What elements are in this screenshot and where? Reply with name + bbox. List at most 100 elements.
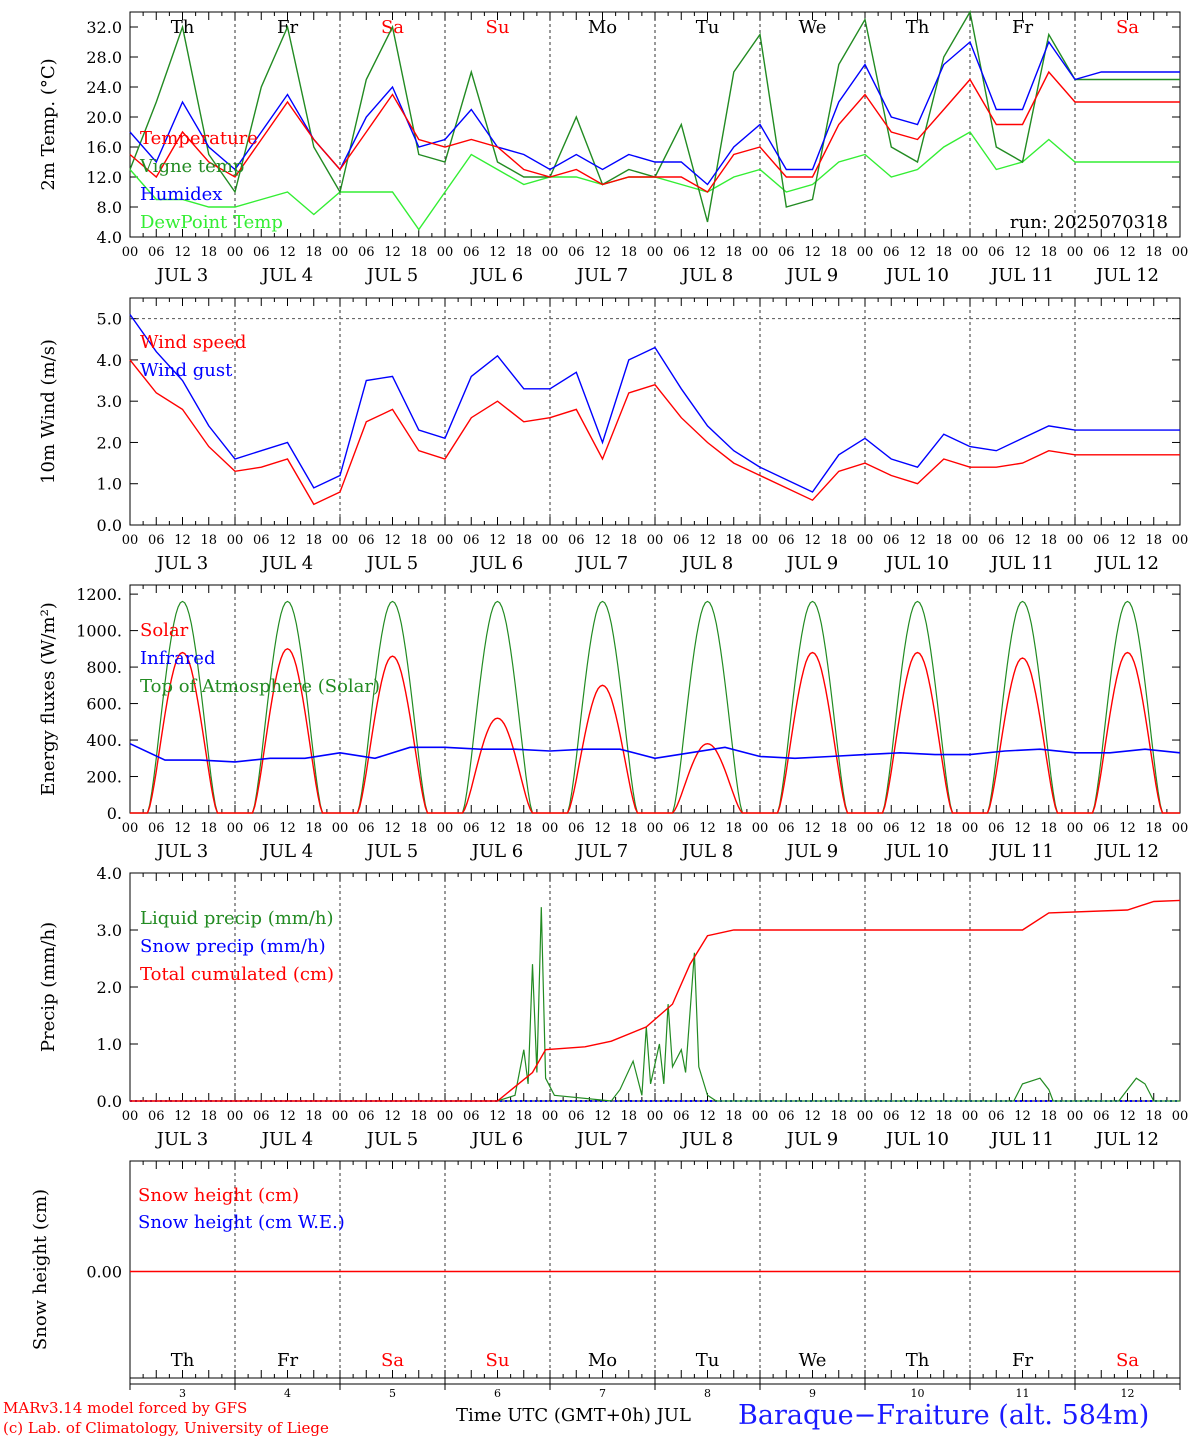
hour-tick-label: 00 — [1172, 245, 1189, 260]
day-name: Su — [486, 1350, 510, 1371]
hour-tick-label: 00 — [437, 821, 454, 836]
hour-tick-label: 00 — [857, 1109, 874, 1124]
hour-tick-label: 00 — [962, 533, 979, 548]
hour-tick-label: 06 — [988, 821, 1005, 836]
hour-tick-label: 18 — [305, 533, 322, 548]
date-label: JUL 11 — [989, 553, 1054, 574]
hour-tick-label: 18 — [1040, 821, 1057, 836]
hour-tick-label: 06 — [358, 1109, 375, 1124]
hour-tick-label: 18 — [935, 1109, 952, 1124]
date-label: JUL 11 — [989, 265, 1054, 286]
hour-tick-label: 00 — [542, 245, 559, 260]
legend-entry: Snow height (cm W.E.) — [138, 1212, 345, 1233]
hour-tick-label: 06 — [358, 821, 375, 836]
y-tick-label: 4.0 — [97, 864, 122, 883]
hour-tick-label: 18 — [515, 533, 532, 548]
hour-tick-label: 18 — [935, 821, 952, 836]
series-temperature — [129, 70, 1180, 193]
hour-tick-label: 00 — [122, 1109, 139, 1124]
hour-tick-label: 00 — [752, 245, 769, 260]
hour-tick-label: 00 — [122, 245, 139, 260]
day-number-label: 12 — [1121, 1387, 1135, 1400]
legend-entry: Liquid precip (mm/h) — [140, 908, 334, 929]
series-wind-gust — [129, 314, 1180, 493]
hour-tick-label: 00 — [332, 533, 349, 548]
station-name: Baraque−Fraiture (alt. 584m) — [738, 1400, 1150, 1431]
hour-tick-label: 06 — [988, 533, 1005, 548]
y-axis-label: 10m Wind (m/s) — [38, 339, 59, 484]
legend-entry: Top of Atmosphere (Solar) — [140, 676, 380, 697]
y-tick-label: 1200. — [76, 585, 122, 604]
date-label: JUL 5 — [365, 553, 419, 574]
hour-tick-label: 06 — [463, 533, 480, 548]
y-axis-label: 2m Temp. (°C) — [38, 58, 59, 190]
hour-tick-label: 18 — [1145, 821, 1162, 836]
date-label: JUL 4 — [260, 841, 314, 862]
hour-tick-label: 00 — [647, 533, 664, 548]
y-tick-label: 16.0 — [86, 138, 122, 157]
hour-tick-label: 00 — [857, 245, 874, 260]
hour-tick-label: 12 — [489, 245, 506, 260]
hour-tick-label: 06 — [778, 245, 795, 260]
hour-tick-label: 18 — [1040, 1109, 1057, 1124]
hour-tick-label: 00 — [857, 821, 874, 836]
date-label: JUL 7 — [575, 1129, 629, 1150]
hour-tick-label: 06 — [253, 1109, 270, 1124]
hour-tick-label: 12 — [384, 533, 401, 548]
hour-tick-label: 18 — [200, 533, 217, 548]
hour-tick-label: 12 — [489, 1109, 506, 1124]
legend-entry: Temperature — [140, 128, 258, 149]
hour-tick-label: 18 — [620, 821, 637, 836]
day-name: Tu — [696, 1350, 720, 1371]
legend-entry: Humidex — [140, 184, 222, 205]
hour-tick-label: 18 — [1145, 245, 1162, 260]
hour-tick-label: 00 — [857, 533, 874, 548]
hour-tick-label: 00 — [542, 533, 559, 548]
hour-tick-label: 12 — [699, 1109, 716, 1124]
hour-tick-label: 00 — [542, 821, 559, 836]
hour-tick-label: 00 — [227, 533, 244, 548]
y-tick-label: 0.0 — [97, 516, 122, 535]
hour-tick-label: 12 — [384, 821, 401, 836]
hour-tick-label: 18 — [305, 245, 322, 260]
day-number-label: 8 — [704, 1387, 711, 1400]
hour-tick-label: 06 — [568, 1109, 585, 1124]
hour-tick-label: 12 — [174, 821, 191, 836]
hour-tick-label: 12 — [279, 1109, 296, 1124]
hour-tick-label: 06 — [778, 1109, 795, 1124]
legend-entry: Snow precip (mm/h) — [140, 936, 326, 957]
hour-tick-label: 06 — [883, 821, 900, 836]
date-label: JUL 12 — [1094, 553, 1159, 574]
date-label: JUL 9 — [785, 841, 839, 862]
hour-tick-label: 12 — [1014, 821, 1031, 836]
day-name: We — [799, 17, 827, 38]
y-tick-label: 4.0 — [97, 228, 122, 247]
hour-tick-label: 12 — [594, 821, 611, 836]
hour-tick-label: 18 — [515, 1109, 532, 1124]
hour-tick-label: 00 — [542, 1109, 559, 1124]
hour-tick-label: 06 — [148, 533, 165, 548]
hour-tick-label: 12 — [489, 533, 506, 548]
y-tick-label: 200. — [86, 768, 122, 787]
y-tick-label: 32.0 — [86, 18, 122, 37]
hour-tick-label: 12 — [804, 245, 821, 260]
legend-entry: Snow height (cm) — [138, 1185, 299, 1206]
hour-tick-label: 00 — [1067, 245, 1084, 260]
y-axis-label: Snow height (cm) — [30, 1189, 51, 1350]
day-number-label: 5 — [389, 1387, 396, 1400]
y-axis-label: Precip (mm/h) — [38, 922, 59, 1052]
hour-tick-label: 00 — [437, 533, 454, 548]
day-name: Sa — [381, 1350, 404, 1371]
date-label: JUL 9 — [785, 553, 839, 574]
hour-tick-label: 12 — [699, 533, 716, 548]
hour-tick-label: 00 — [122, 821, 139, 836]
hour-tick-label: 18 — [725, 1109, 742, 1124]
hour-tick-label: 12 — [174, 1109, 191, 1124]
hour-tick-label: 06 — [253, 245, 270, 260]
y-tick-label: 20.0 — [86, 108, 122, 127]
hour-tick-label: 18 — [830, 245, 847, 260]
hour-tick-label: 00 — [1067, 1109, 1084, 1124]
hour-tick-label: 12 — [699, 245, 716, 260]
date-label: JUL 4 — [260, 553, 314, 574]
date-label: JUL 12 — [1094, 841, 1159, 862]
